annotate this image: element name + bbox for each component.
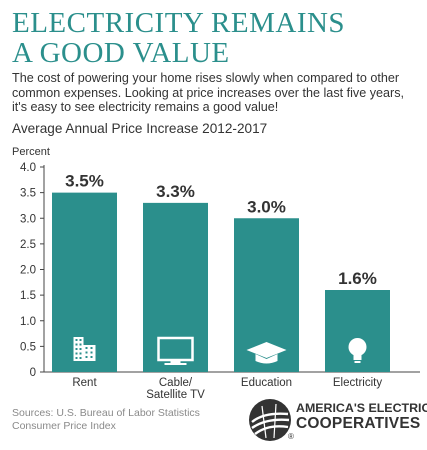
sources: Sources: U.S. Bureau of Labor Statistics… [12, 407, 200, 433]
sources-line2: Consumer Price Index [12, 420, 116, 432]
y-tick-label: 2.5 [20, 239, 36, 251]
logo: AMERICA'S ELECTRIC COOPERATIVES ® [248, 396, 427, 444]
y-tick-label: 3.5 [20, 188, 36, 200]
registered-mark: ® [288, 432, 294, 441]
logo-line2: COOPERATIVES [296, 415, 421, 432]
headline-line1: ELECTRICITY REMAINS [12, 7, 346, 39]
y-tick-label: 0.5 [20, 341, 36, 353]
y-tick-label: 0 [30, 367, 36, 379]
data-label: 3.0% [247, 197, 286, 216]
y-axis-label: Percent [12, 146, 50, 158]
sources-line1: Sources: U.S. Bureau of Labor Statistics [12, 407, 200, 419]
tv-icon [157, 336, 194, 365]
intro-paragraph: The cost of powering your home rises slo… [12, 71, 404, 115]
y-tick-label: 1.0 [20, 316, 36, 328]
logo-line1: AMERICA'S ELECTRIC [296, 401, 427, 415]
bar [52, 192, 117, 372]
headline-line2: A GOOD VALUE [12, 37, 230, 69]
x-tick-label: Electricity [333, 377, 382, 389]
y-tick-label: 2.0 [20, 265, 36, 277]
x-tick-label: Cable/ [159, 377, 193, 389]
x-tick-label: Satellite TV [146, 389, 205, 401]
lightbulb-icon [348, 338, 367, 363]
data-label: 1.6% [338, 269, 377, 288]
bar [143, 202, 208, 372]
x-tick-label: Rent [72, 377, 97, 389]
y-tick-label: 4.0 [20, 162, 36, 174]
x-tick-label: Education [241, 377, 292, 389]
building-icon [73, 337, 96, 361]
headline: ELECTRICITY REMAINS A GOOD VALUE [12, 8, 417, 68]
y-tick-label: 1.5 [20, 290, 36, 302]
data-label: 3.5% [65, 172, 104, 191]
graduation-cap-icon [246, 342, 287, 364]
cooperative-globe-icon [249, 399, 291, 441]
data-label: 3.3% [156, 182, 195, 201]
chart-title: Average Annual Price Increase 2012-2017 [12, 121, 268, 136]
y-tick-label: 3.0 [20, 213, 36, 225]
